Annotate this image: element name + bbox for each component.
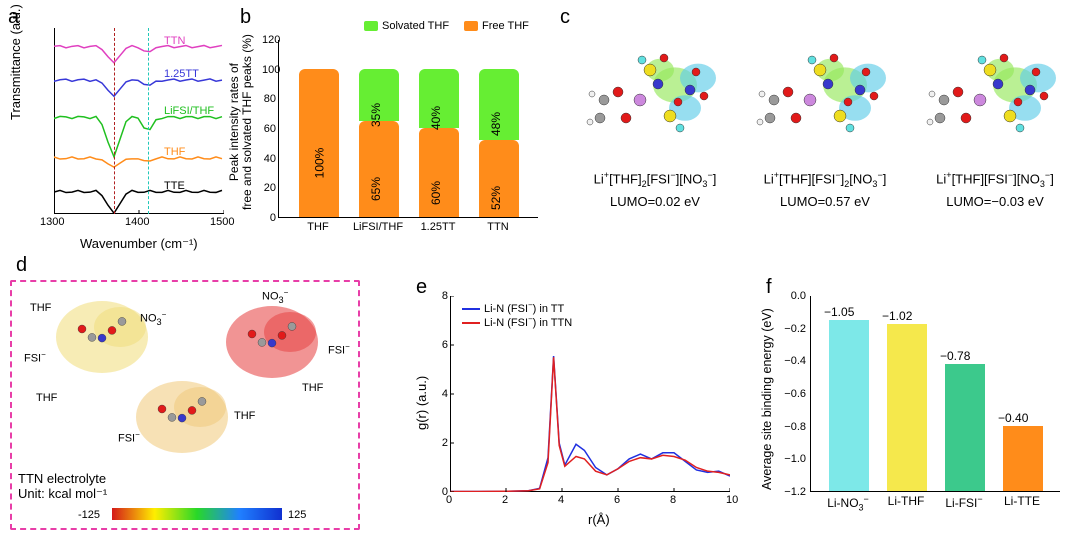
panel-d-annot: THF: [30, 302, 51, 314]
panel-f-bar: [1003, 426, 1043, 491]
panel-e-xtick: 2: [502, 494, 508, 506]
panel-a-xtick: 1400: [125, 216, 149, 228]
panel-f-label: f: [766, 276, 772, 299]
panel-a-trace-label: TTN: [164, 35, 185, 47]
panel-f-ytick: −0.2: [778, 323, 806, 335]
panel-e-legend: Li-N (FSI−) in TT Li-N (FSI−) in TTN: [462, 300, 572, 329]
panel-b-category: LiFSI/THF: [350, 221, 406, 233]
panel-c-lumo: LUMO=0.02 eV: [580, 194, 730, 209]
panel-f-ylabel: Average site binding energy (eV): [760, 308, 774, 490]
panel-b-category: TTN: [470, 221, 526, 233]
panel-a-xlabel: Wavenumber (cm⁻¹): [80, 236, 198, 252]
panel-e-xtick: 4: [558, 494, 564, 506]
panel-a-vline: [114, 28, 115, 214]
panel-a-vline: [148, 28, 149, 214]
panel-c-structure: [750, 40, 900, 160]
panel-b-category: 1.25TT: [410, 221, 466, 233]
panel-f-bar: [945, 364, 985, 491]
panel-f-category: Li-NO3−: [823, 494, 873, 512]
panel-f-ytick: −0.6: [778, 388, 806, 400]
panel-e-xlabel: r(Å): [588, 512, 610, 527]
panel-f: f Average site binding energy (eV) −1.2−…: [760, 280, 1070, 530]
panel-f-ytick: −1.2: [778, 486, 806, 498]
panel-b-legend-free: Free THF: [464, 20, 529, 32]
panel-d-label: d: [16, 254, 27, 277]
panel-c-structure: [580, 40, 730, 160]
panel-f-category: Li-THF: [881, 494, 931, 508]
panel-e-xtick: 10: [726, 494, 738, 506]
panel-a-trace-label: THF: [164, 146, 185, 158]
panel-c-structure: [920, 40, 1070, 160]
panel-b-ytick: 80: [262, 93, 276, 105]
panel-e-xtick: 8: [670, 494, 676, 506]
panel-d-annot: FSI−: [118, 430, 140, 445]
panel-d-annot: FSI−: [24, 350, 46, 365]
panel-b-ytick: 60: [262, 123, 276, 135]
panel-f-bar: [829, 320, 869, 492]
panel-a-trace-label: 1.25TT: [164, 68, 199, 80]
panel-a-trace-label: TTE: [164, 180, 185, 192]
panel-b-label: b: [240, 6, 251, 29]
panel-b-bar-free: [299, 69, 339, 217]
panel-d-annot: FSI−: [328, 342, 350, 357]
panel-c-lumo: LUMO=−0.03 eV: [920, 194, 1070, 209]
panel-c-formula: Li+[THF][FSI−][NO3−]: [915, 170, 1075, 189]
panel-c-label: c: [560, 6, 570, 29]
panel-a-svg: [54, 28, 224, 214]
panel-b-legend-solv: Solvated THF: [364, 20, 449, 32]
panel-b-ylabel: Peak intensity rates of free and solvate…: [228, 34, 254, 210]
panel-b-ytick: 100: [262, 64, 276, 76]
panel-a-trace-label: LiFSI/THF: [164, 105, 214, 117]
panel-b-ytick: 0: [262, 212, 276, 224]
panel-d-annot: NO3−: [262, 288, 288, 305]
panel-b-bar-free: [359, 121, 399, 217]
panel-d-annot: THF: [36, 392, 57, 404]
panel-d-annot: THF: [302, 382, 323, 394]
panel-f-value: −0.40: [998, 411, 1028, 425]
panel-f-plot: [810, 296, 1060, 492]
panel-a-ylabel: Transmittance (a.u.): [8, 4, 23, 120]
panel-e-ylabel: g(r) (a.u.): [414, 376, 429, 430]
panel-e-xtick: 6: [614, 494, 620, 506]
panel-e-ytick: 8: [436, 290, 448, 302]
panel-d: d TTN electrolyte Unit: kcal mol⁻¹ -125 …: [10, 280, 360, 530]
panel-b-ytick: 20: [262, 182, 276, 194]
panel-f-ytick: −1.0: [778, 453, 806, 465]
panel-a-xtick: 1300: [40, 216, 64, 228]
panel-c-formula: Li+[THF]2[FSI−][NO3−]: [575, 170, 735, 189]
panel-d-annot: THF: [234, 410, 255, 422]
panel-e-label: e: [416, 276, 427, 299]
panel-f-category: Li-TTE: [997, 494, 1047, 508]
panel-e: e g(r) (a.u.) r(Å) 0246810 02468 Li-N (F…: [410, 280, 740, 530]
panel-e-ytick: 4: [436, 388, 448, 400]
panel-f-bar: [887, 324, 927, 491]
panel-c: c Li+[THF]2[FSI−][NO3−]LUMO=0.02 eVLi+[T…: [560, 10, 1070, 250]
panel-d-annot: NO3−: [140, 310, 166, 327]
panel-f-ytick: 0.0: [778, 290, 806, 302]
panel-a-xtick: 1500: [210, 216, 234, 228]
panel-c-lumo: LUMO=0.57 eV: [750, 194, 900, 209]
panel-b-ytick: 40: [262, 153, 276, 165]
panel-b-ytick: 120: [262, 34, 276, 46]
panel-d-svg: [12, 282, 362, 532]
panel-f-category: Li-FSI−: [939, 494, 989, 510]
panel-f-value: −1.02: [882, 309, 912, 323]
panel-f-value: −0.78: [940, 349, 970, 363]
panel-a: a Transmittance (a.u.) Wavenumber (cm⁻¹)…: [10, 10, 228, 250]
panel-e-ytick: 0: [436, 486, 448, 498]
panel-b: b Peak intensity rates of free and solva…: [234, 10, 544, 250]
panel-f-ytick: −0.4: [778, 355, 806, 367]
panel-e-ytick: 6: [436, 339, 448, 351]
panel-e-ytick: 2: [436, 437, 448, 449]
panel-b-category: THF: [290, 221, 346, 233]
panel-f-value: −1.05: [824, 305, 854, 319]
panel-f-ytick: −0.8: [778, 421, 806, 433]
panel-c-formula: Li+[THF][FSI−]2[NO3−]: [745, 170, 905, 189]
